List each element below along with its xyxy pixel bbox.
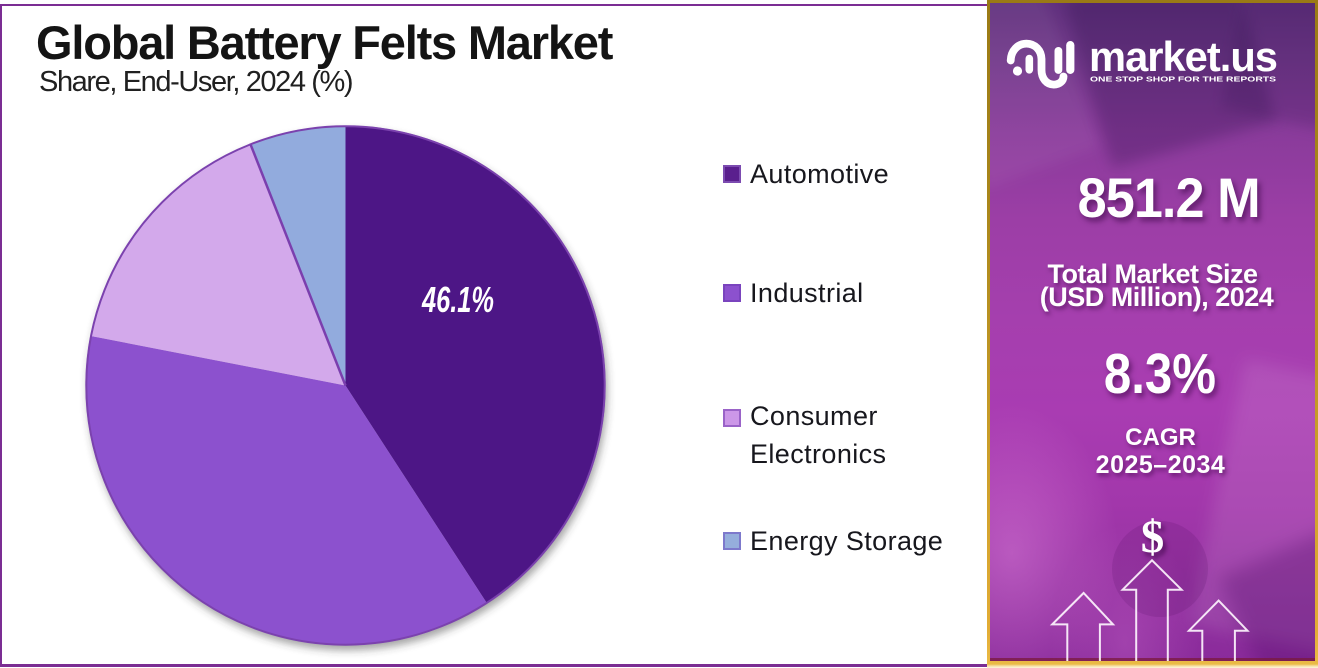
svg-text:ONE STOP SHOP FOR THE REPORTS: ONE STOP SHOP FOR THE REPORTS: [1090, 77, 1276, 84]
svg-text:46.1%: 46.1%: [421, 279, 494, 320]
svg-text:market.us: market.us: [1089, 33, 1277, 80]
